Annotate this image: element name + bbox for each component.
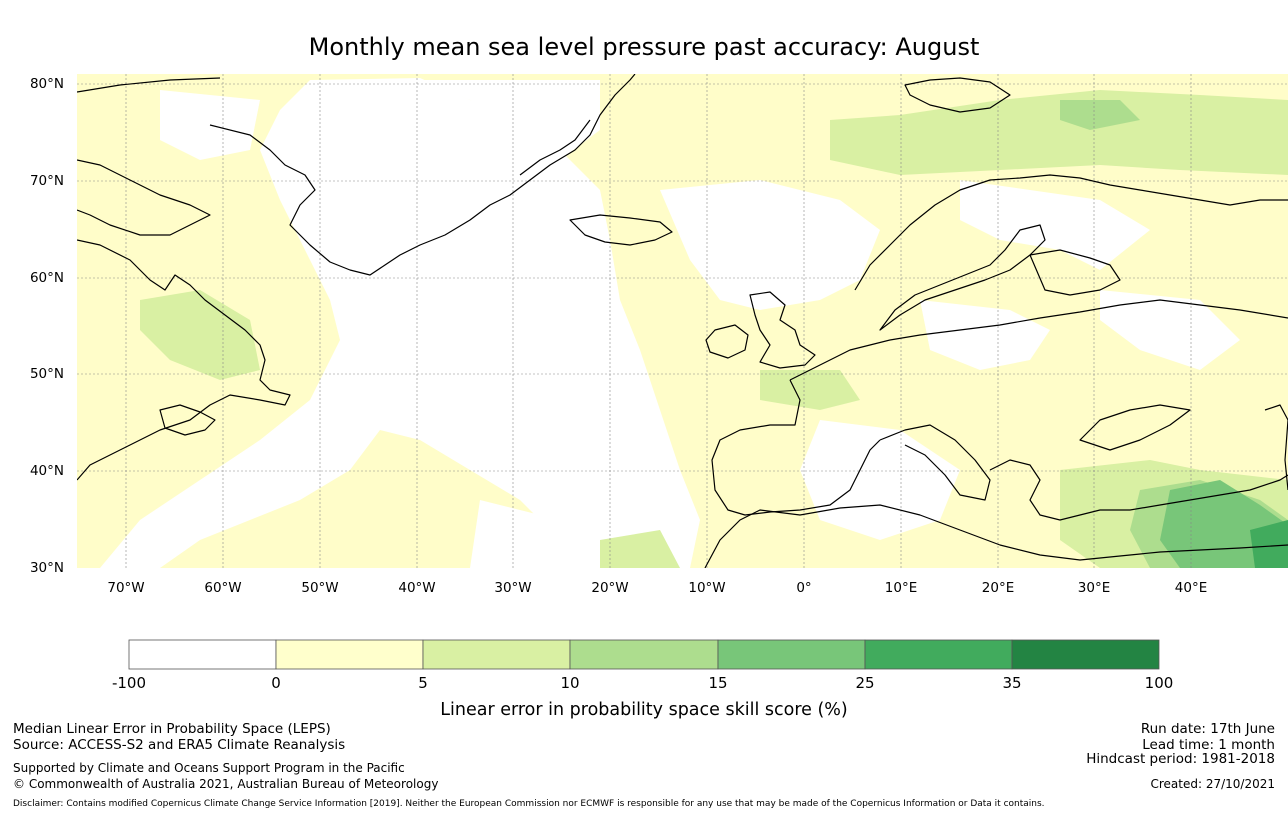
colorbar-tick-label: 35: [1002, 674, 1022, 692]
patch-white: [420, 80, 600, 160]
coastline-norway: [854, 174, 1288, 291]
footer-copyright: © Commonwealth of Australia 2021, Austra…: [13, 777, 439, 791]
colorbar-tick-label: 100: [1144, 674, 1174, 692]
colorbar-bin-6: [1011, 639, 1160, 670]
coastline-svalbard: [904, 77, 1011, 113]
colorbar-tick-label: 15: [708, 674, 728, 692]
coastline-ireland: [705, 324, 749, 359]
colorbar-bin-2: [422, 639, 571, 670]
colorbar-tick-label: 25: [855, 674, 875, 692]
patch-10-15: [1060, 100, 1140, 130]
hindcast-period: Hindcast period: 1981-2018: [1086, 751, 1275, 767]
coastlines: [77, 74, 1288, 568]
lead-time: Lead time: 1 month: [1142, 737, 1275, 753]
lat-tick-label: 40°N: [29, 463, 64, 479]
colorbar-bin-4: [717, 639, 866, 670]
coastline-europe: [789, 299, 1288, 381]
lon-tick-label: 10°W: [688, 580, 726, 596]
patch-5-10: [760, 370, 860, 410]
created-date: Created: 27/10/2021: [1150, 777, 1275, 791]
colorbar-tick-label: 0: [271, 674, 281, 692]
lon-tick-label: 40°W: [398, 580, 436, 596]
coastline-newfoundland: [159, 404, 216, 436]
patch-white: [920, 300, 1050, 370]
lon-tick-label: 70°W: [107, 580, 145, 596]
colorbar-tick-label: 5: [418, 674, 428, 692]
coastline-iceland: [569, 214, 673, 246]
colorbar-bin-0: [128, 639, 277, 670]
run-date: Run date: 17th June: [1140, 721, 1275, 737]
coastline-britain: [749, 291, 816, 369]
lat-tick-label: 50°N: [29, 366, 64, 382]
lon-tick-label: 20°W: [591, 580, 629, 596]
coastline-caspian: [1264, 404, 1288, 491]
coastline-greenland: [77, 74, 636, 276]
footer-support: Supported by Climate and Oceans Support …: [13, 761, 405, 775]
patch-white: [100, 78, 700, 568]
lon-tick-label: 20°E: [981, 580, 1015, 596]
colorbar-bin-5: [864, 639, 1013, 670]
lon-tick-label: 60°W: [204, 580, 242, 596]
coastline-iberia: [711, 379, 881, 516]
patch-25-35: [1250, 520, 1288, 568]
skill-patches: [100, 78, 1288, 568]
patch-white: [470, 500, 600, 568]
footer-method: Median Linear Error in Probability Space…: [13, 721, 331, 737]
footer-source: Source: ACCESS-S2 and ERA5 Climate Reana…: [13, 737, 346, 753]
lat-tick-label: 80°N: [29, 76, 64, 92]
patch-5-10: [600, 530, 680, 568]
lat-tick-label: 60°N: [29, 270, 64, 286]
coastline-greenland-east: [519, 119, 591, 176]
colorbar-title: Linear error in probability space skill …: [440, 700, 848, 720]
coastline-canada: [77, 239, 291, 481]
patch-5-10: [140, 290, 260, 380]
lon-tick-label: 30°W: [494, 580, 532, 596]
lon-tick-label: 30°E: [1077, 580, 1111, 596]
lat-tick-label: 30°N: [29, 560, 64, 576]
map-title: Monthly mean sea level pressure past acc…: [308, 33, 980, 61]
patch-white: [1100, 290, 1240, 370]
lon-tick-label: 50°W: [301, 580, 339, 596]
coastline-baffin: [77, 159, 211, 236]
colorbar-bin-3: [569, 639, 719, 670]
colorbar-bin-1: [275, 639, 424, 670]
patch-5-10: [830, 90, 1288, 175]
patch-white: [660, 180, 880, 310]
coastline-north-africa: [704, 504, 1288, 568]
colorbar-tick-label: -100: [111, 674, 147, 692]
lon-tick-label: 10°E: [884, 580, 918, 596]
colorbar-tick-label: 10: [560, 674, 580, 692]
coastline-sweden: [879, 224, 1046, 331]
lon-tick-label: 0°: [796, 580, 812, 596]
coastline-italy: [879, 424, 991, 501]
coastline-black-sea: [1079, 404, 1191, 451]
gridlines: [77, 74, 1288, 568]
patch-white: [960, 180, 1150, 270]
lat-tick-label: 70°N: [29, 173, 64, 189]
coastline-balkans: [989, 459, 1288, 521]
lon-tick-label: 40°E: [1174, 580, 1208, 596]
disclaimer: Disclaimer: Contains modified Copernicus…: [13, 799, 1045, 809]
coastline-finland: [1029, 249, 1121, 296]
colorbar: [128, 639, 1160, 670]
patch-white: [800, 420, 960, 540]
